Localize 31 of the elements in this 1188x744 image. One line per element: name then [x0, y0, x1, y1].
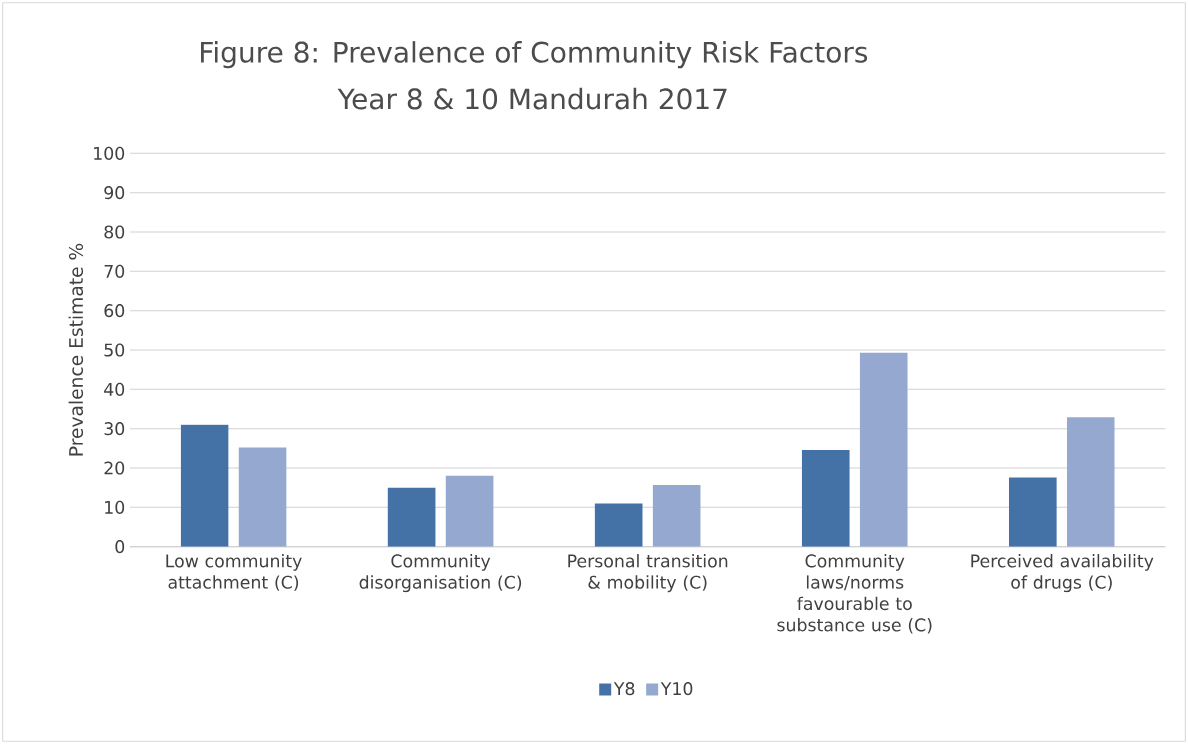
y-tick-label: 70 — [104, 264, 125, 278]
bar — [1066, 417, 1115, 547]
chart-subtitle: Year 8 & 10 Mandurah 2017 — [337, 87, 727, 110]
bar — [180, 424, 229, 547]
bar — [859, 352, 908, 547]
y-tick-label: 20 — [104, 461, 125, 475]
y-tick-label: 90 — [104, 186, 125, 200]
x-tick-label: Low community attachment (C) — [166, 554, 302, 591]
bar — [387, 487, 436, 547]
y-tick-label: 10 — [105, 500, 125, 514]
y-tick-label: 0 — [115, 540, 125, 554]
y-tick-label: 30 — [104, 422, 125, 436]
legend-label: Y10 — [660, 682, 693, 696]
y-tick-label: 60 — [104, 304, 125, 318]
bar — [801, 449, 850, 547]
bar — [652, 484, 701, 547]
y-axis-title: Prevalence Estimate % — [68, 243, 84, 456]
chart-title: Figure 8: Prevalence of Community Risk Factors — [201, 41, 868, 69]
bar — [445, 475, 494, 547]
y-tick-label: 50 — [104, 343, 125, 357]
y-tick-label: 80 — [104, 225, 125, 239]
x-tick-label: Perceived availability of drugs (C) — [971, 554, 1154, 593]
bar — [238, 447, 287, 547]
legend-label: Y8 — [613, 682, 635, 696]
bar — [594, 503, 643, 547]
bar — [1009, 477, 1057, 547]
y-tick-label: 40 — [104, 382, 125, 396]
x-tick-label: Community laws/norms favourable to substance use (C) — [777, 554, 932, 634]
y-tick-label: 100 — [94, 146, 125, 160]
x-tick-label: Personal transition & mobility (C) — [568, 554, 728, 593]
x-tick-label: Community disorganisation (C) — [359, 554, 522, 593]
